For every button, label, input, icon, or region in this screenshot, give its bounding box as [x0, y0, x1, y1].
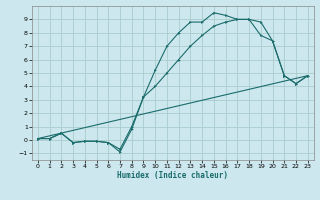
X-axis label: Humidex (Indice chaleur): Humidex (Indice chaleur): [117, 171, 228, 180]
